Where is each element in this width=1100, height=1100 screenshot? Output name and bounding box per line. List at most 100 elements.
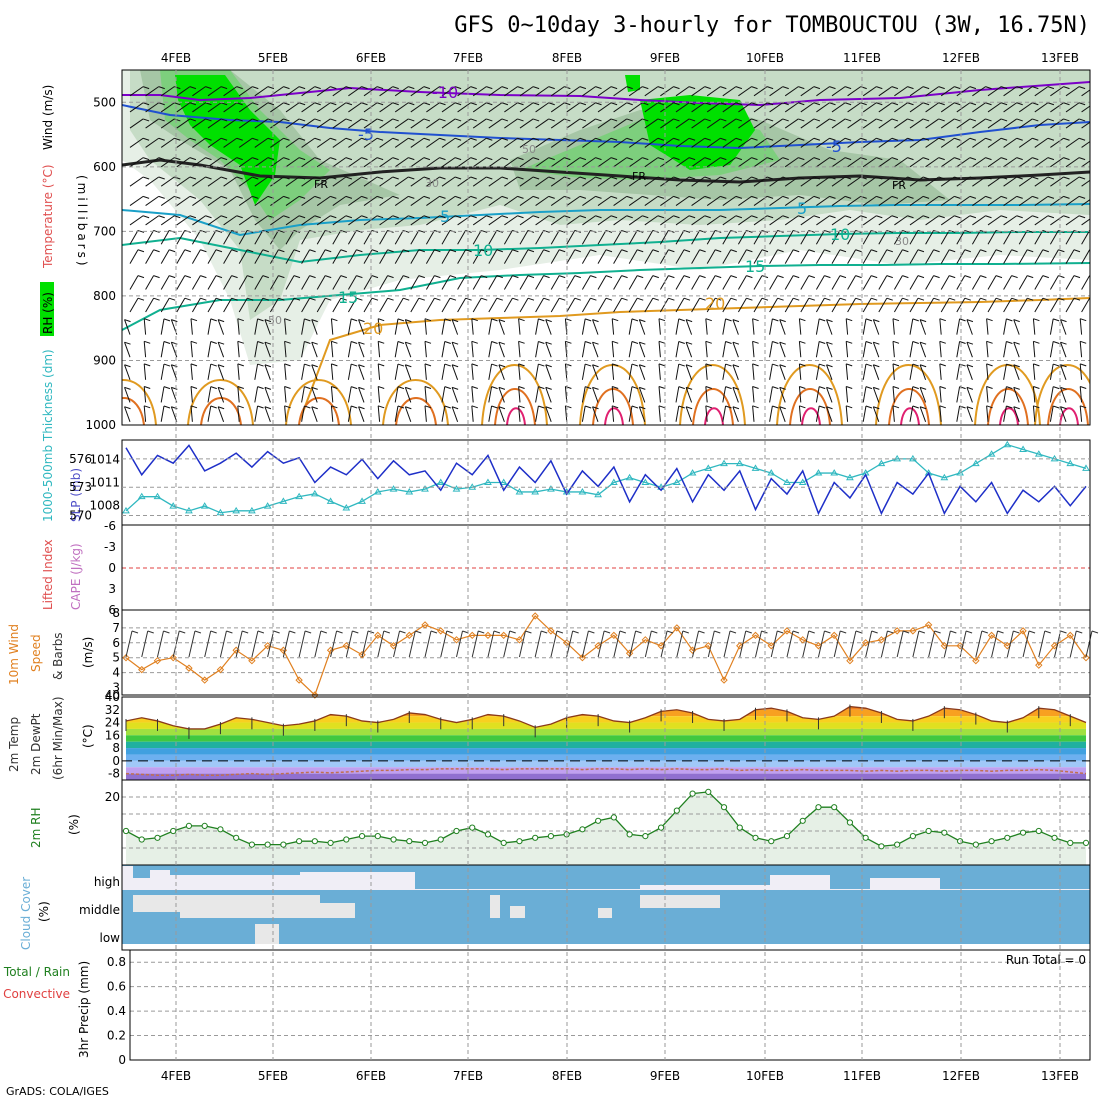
upper-wind-barb-feather: [793, 297, 800, 301]
upper-wind-barb-feather: [1000, 118, 1008, 122]
upper-wind-barb-feather: [220, 195, 228, 199]
upper-wind-barb-feather: [331, 385, 338, 389]
upper-wind-barb: [301, 318, 305, 335]
upper-wind-barb-feather: [142, 215, 150, 219]
upper-wind-barb-feather: [720, 215, 727, 219]
upper-wind-barb-feather: [220, 176, 228, 180]
upper-wind-barb-feather: [922, 157, 930, 161]
upper-wind-barb-feather: [444, 363, 451, 367]
upper-wind-barb-feather: [518, 405, 525, 409]
upper-wind-barb-feather: [938, 176, 945, 180]
upper-wind-barb: [332, 86, 347, 97]
upper-wind-barb-feather: [171, 319, 178, 323]
upper-wind-barb-feather: [124, 406, 131, 410]
upper-wind-barb: [124, 319, 131, 335]
upper-wind-barb-feather: [543, 249, 550, 253]
cloud-high-block: [133, 866, 150, 878]
upper-wind-barb: [566, 137, 581, 148]
upper-wind-barb-feather: [658, 340, 666, 344]
upper-wind-barb-feather: [657, 195, 665, 199]
upper-wind-barb-feather: [865, 340, 873, 344]
upper-wind-barb: [441, 297, 451, 313]
upper-wind-barb-feather: [839, 249, 847, 253]
upper-wind-barb-feather: [481, 249, 488, 253]
upper-wind-barb: [270, 102, 284, 113]
upper-wind-barb: [426, 176, 440, 187]
wind-barb: [204, 630, 212, 658]
upper-wind-barb: [207, 118, 222, 129]
upper-wind-barb: [722, 297, 732, 313]
upper-wind-barb: [737, 275, 747, 290]
upper-wind-barb: [498, 387, 505, 403]
upper-wind-barb-feather: [892, 405, 900, 409]
upper-wind-barb: [316, 275, 326, 290]
wind-speed-point: [153, 656, 162, 665]
upper-wind-barb-feather: [813, 86, 821, 90]
upper-wind-barb-feather: [220, 118, 228, 122]
upper-wind-barb-feather: [673, 102, 680, 106]
upper-wind-barb-feather: [1013, 406, 1020, 410]
upper-wind-barb-feather: [1095, 196, 1100, 198]
upper-wind-barb-feather: [257, 386, 264, 390]
upper-wind-barb-feather: [871, 297, 878, 301]
upper-wind-barb: [1065, 230, 1075, 245]
upper-wind-barb: [564, 341, 568, 358]
upper-wind-barb-feather: [527, 275, 535, 279]
upper-wind-barb-feather: [639, 364, 646, 368]
cloud-panel: Cloud Cover (%) high middle low: [19, 864, 1091, 951]
upper-wind-barb-feather: [732, 386, 740, 390]
upper-wind-barb-feather: [283, 176, 290, 180]
upper-wind-barb: [972, 102, 986, 113]
upper-wind-barb-feather: [1042, 297, 1049, 301]
upper-wind-barb-feather: [1060, 341, 1067, 345]
warm-isotherm-25: [776, 364, 843, 425]
rh2m-point: [1082, 839, 1090, 847]
upper-wind-barb-feather: [1032, 195, 1039, 199]
upper-wind-barb: [190, 405, 193, 422]
upper-wind-barb: [1013, 364, 1020, 380]
upper-wind-barb-feather: [1047, 215, 1055, 219]
rh2m-point: [1051, 834, 1058, 841]
upper-wind-barb: [706, 86, 721, 97]
upper-wind-barb: [410, 249, 420, 264]
upper-wind-barb: [160, 195, 175, 206]
upper-wind-barb-feather: [995, 275, 1003, 279]
slp-line: [125, 444, 1087, 516]
upper-wind-barb-feather: [954, 215, 961, 219]
upper-wind-barb: [129, 275, 139, 290]
thickness-point: [688, 469, 697, 476]
upper-wind-barb: [956, 176, 971, 187]
upper-wind-barb-feather: [512, 275, 519, 279]
upper-wind-barb: [798, 363, 802, 380]
upper-wind-barb: [628, 230, 638, 245]
wind-barb: [314, 630, 322, 658]
upper-wind-barb-feather: [361, 102, 368, 106]
upper-wind-barb-feather: [376, 195, 384, 199]
upper-wind-barb: [284, 363, 287, 380]
thickness-point: [1003, 440, 1012, 448]
cape-tick: -6: [104, 519, 116, 533]
upper-wind-barb: [1081, 121, 1090, 129]
upper-wind-barb: [826, 364, 833, 380]
date-label-top: 12FEB: [942, 51, 980, 65]
upper-wind-barb-feather: [1095, 216, 1100, 218]
upper-wind-barb-feather: [730, 275, 737, 279]
wind-barb: [550, 630, 558, 658]
warm-isotherm-30: [987, 388, 1029, 425]
upper-wind-barb-feather: [642, 102, 649, 106]
upper-wind-barb: [254, 157, 269, 168]
upper-wind-barb-feather: [902, 249, 909, 253]
upper-wind-barb-feather: [1016, 102, 1023, 106]
upper-wind-barb-feather: [358, 386, 365, 390]
upper-wind-barb-feather: [423, 157, 431, 161]
thickness-point: [547, 485, 555, 492]
upper-wind-barb: [363, 118, 378, 129]
upper-wind-barb: [160, 215, 175, 226]
upper-wind-barb: [471, 318, 474, 335]
wind-barb-feather: [965, 630, 973, 634]
upper-wind-barb-feather: [860, 137, 867, 141]
thickness-point: [956, 469, 964, 476]
upper-wind-barb-feather: [257, 363, 264, 367]
upper-wind-barb-feather: [766, 176, 774, 180]
upper-wind-barb-feather: [538, 386, 545, 390]
